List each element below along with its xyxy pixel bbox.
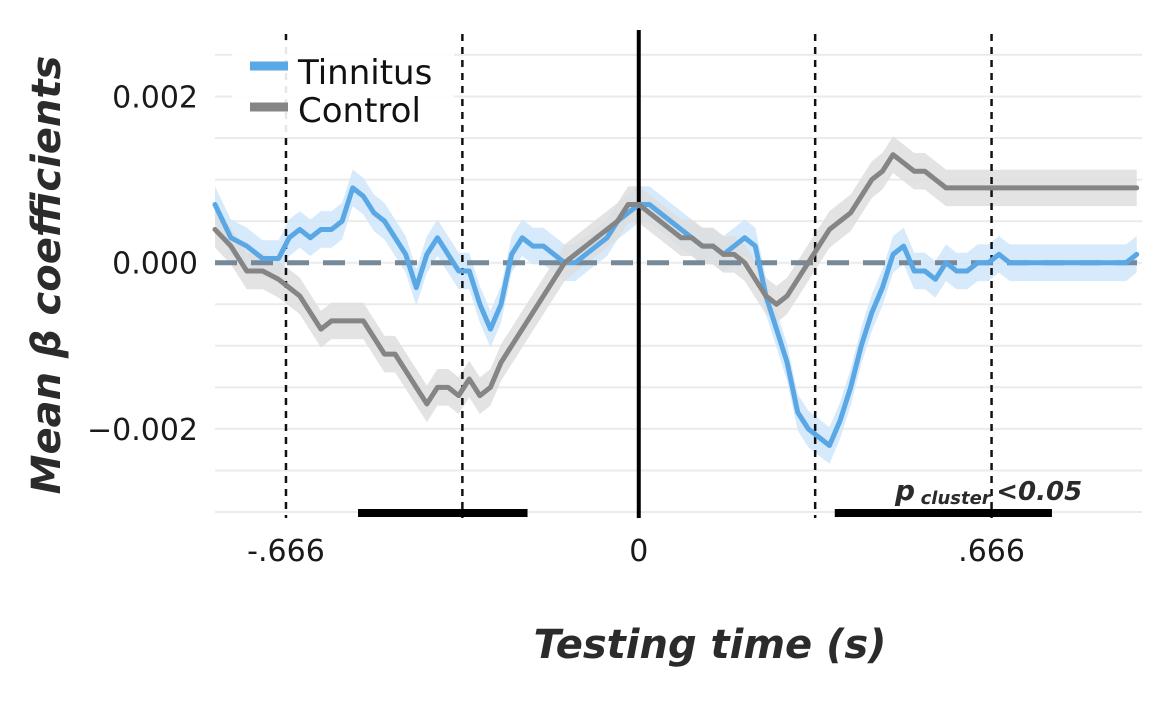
legend-background (232, 40, 454, 132)
band-tinnitus (215, 169, 1137, 464)
x-tick-labels: -.666 0 .666 (247, 534, 1025, 569)
annotation-suffix: <0.05 (996, 477, 1082, 507)
y-tick-label-0: 0.002 (112, 80, 198, 115)
series-line-control (212, 152, 1140, 407)
y-tick-labels: 0.002 0.000 −0.002 (87, 80, 198, 447)
legend: Tinnitus Control (232, 40, 454, 132)
legend-label-tinnitus: Tinnitus (297, 53, 432, 93)
y-tick-label-2: −0.002 (87, 413, 198, 448)
x-axis-title: Testing time (s) (534, 622, 887, 668)
legend-label-control: Control (298, 91, 421, 131)
y-axis-title: Mean β coefficients (24, 56, 70, 495)
cluster-significance-annotation: p cluster <0.05 (894, 474, 1082, 509)
series-line-tinnitus (212, 185, 1140, 449)
y-tick-label-1: 0.000 (112, 247, 198, 282)
annotation-main: p (894, 474, 915, 507)
annotation-subscript: cluster (921, 488, 992, 509)
series-lines (212, 152, 1140, 449)
x-tick-label-2: .666 (958, 534, 1025, 569)
confidence-bands (215, 136, 1137, 464)
x-tick-label-1: 0 (629, 534, 648, 569)
x-tick-label-0: -.666 (247, 534, 325, 569)
